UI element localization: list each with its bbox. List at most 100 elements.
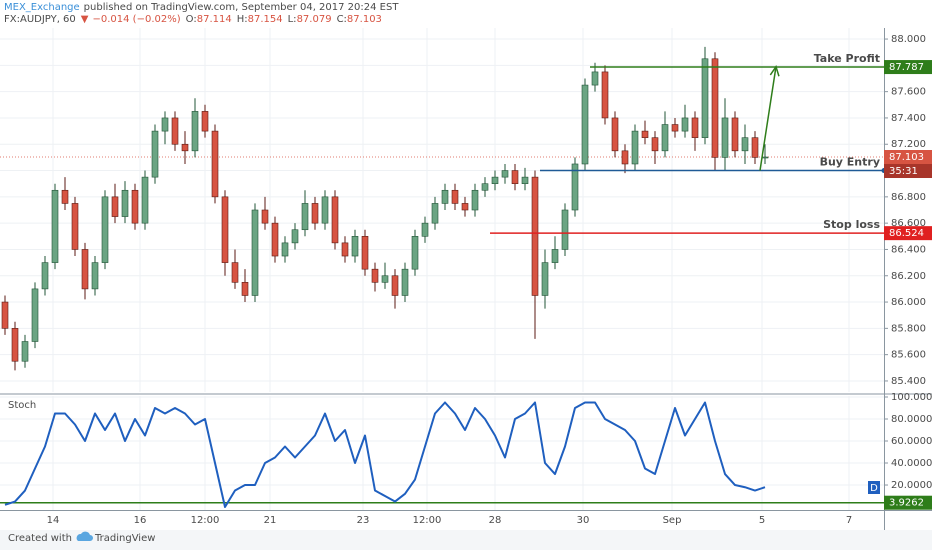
candle-body [161,117,169,132]
candle-body [521,176,529,184]
candle-body [731,117,739,152]
candle-body [141,176,149,224]
candle-body [21,341,29,362]
x-tick-label: 28 [489,515,502,526]
badge-box [868,481,880,494]
arrow-head [769,64,780,77]
x-tick-label: 16 [134,515,147,526]
header-line-2: FX:AUDJPY, 60 ▼ −0.014 (−0.02%) O:87.114 H:8… [4,14,382,25]
candle-body [211,130,219,198]
header-line-1: MEX_Exchange published on TradingView.com… [4,2,399,13]
candle-body [661,124,669,152]
candle-body [271,222,279,257]
y-tick-label: 88.000 [891,34,926,45]
y-tick-label: 60.0000 [891,436,932,447]
candle-body [171,117,179,145]
candle-body [631,130,639,165]
x-tick-label: 5 [759,515,765,526]
candle-body [41,262,49,290]
last-price-label: 87.103 [889,152,924,163]
ohlc-value: 87.103 [347,14,382,25]
candle-body [601,71,609,119]
countdown-box [884,164,932,179]
y-tick-label: 85.800 [891,323,926,334]
candle-body [221,196,229,263]
candle-body [341,242,349,257]
badge: D [870,483,878,494]
pane-title: Stoch [8,400,36,411]
candle-body [441,189,449,204]
candle-body [291,229,299,244]
level-axis-box [884,60,932,75]
candle-body [721,117,729,158]
candle-body [71,203,79,250]
candle-body [101,196,109,263]
level-name: Take Profit [814,52,880,65]
y-tick-label: 86.600 [891,218,926,229]
candle-body [591,71,599,86]
candle-body [671,124,679,132]
symbol: FX:AUDJPY, 60 [4,14,76,25]
candle-body [531,176,539,296]
footer-bar [0,530,932,550]
candle-body [321,196,329,224]
candle-body [491,176,499,184]
candle-body [381,275,389,283]
last-price-box [884,150,932,165]
candle-body [401,268,409,296]
ohlc-key: H: [237,14,248,25]
ohlc-value: 87.114 [197,14,232,25]
candle-body [751,137,759,158]
candle-body [621,150,629,165]
footer-created: Created with [8,533,72,544]
candle-body [481,183,489,191]
candle-body [1,301,9,329]
stoch-level-label: 3.9262 [889,498,924,509]
candle-body [571,163,579,211]
stoch-line [4,401,766,509]
candle-body [331,196,339,244]
candle-body [111,196,119,217]
candle-body [391,275,399,296]
candle-body [501,170,509,178]
candle-body [181,143,189,152]
candle-body [61,189,69,204]
candle-body [411,236,419,270]
candle-body [541,262,549,296]
x-tick-label: 7 [846,515,852,526]
candle-body [91,262,99,290]
y-tick-label: 100.0000 [891,392,932,403]
candle-body [191,111,199,152]
candle-body [461,203,469,211]
level-axis-label: 87.787 [889,62,924,73]
candle-body [251,209,259,296]
stoch-level-box [884,495,932,510]
candle-body [261,209,269,224]
candle-body [281,242,289,257]
candle-body [741,137,749,152]
candle-body [681,117,689,132]
change: −0.014 (−0.02%) [93,14,181,25]
y-tick-label: 80.0000 [891,414,932,425]
candle-body [241,282,249,296]
candle-body [151,130,159,178]
candle-body [31,288,39,342]
candle-body [351,236,359,257]
candle-body [51,189,59,263]
tv-logo [76,531,93,541]
level-name: Buy Entry [820,156,880,169]
candle-body [611,117,619,152]
candle-body [701,58,709,138]
author[interactable]: MEX_Exchange [4,2,80,13]
footer-brand[interactable]: TradingView [94,533,155,544]
y-tick-label: 87.400 [891,113,926,124]
ohlc-value: 87.079 [297,14,332,25]
candle-body [511,170,519,184]
x-tick-label: 23 [357,515,370,526]
countdown-label: 35:31 [889,166,918,177]
y-tick-label: 86.000 [891,297,926,308]
candle-body [421,222,429,237]
candle-body [231,262,239,283]
y-tick-label: 40.0000 [891,458,932,469]
candle-body [301,203,309,231]
